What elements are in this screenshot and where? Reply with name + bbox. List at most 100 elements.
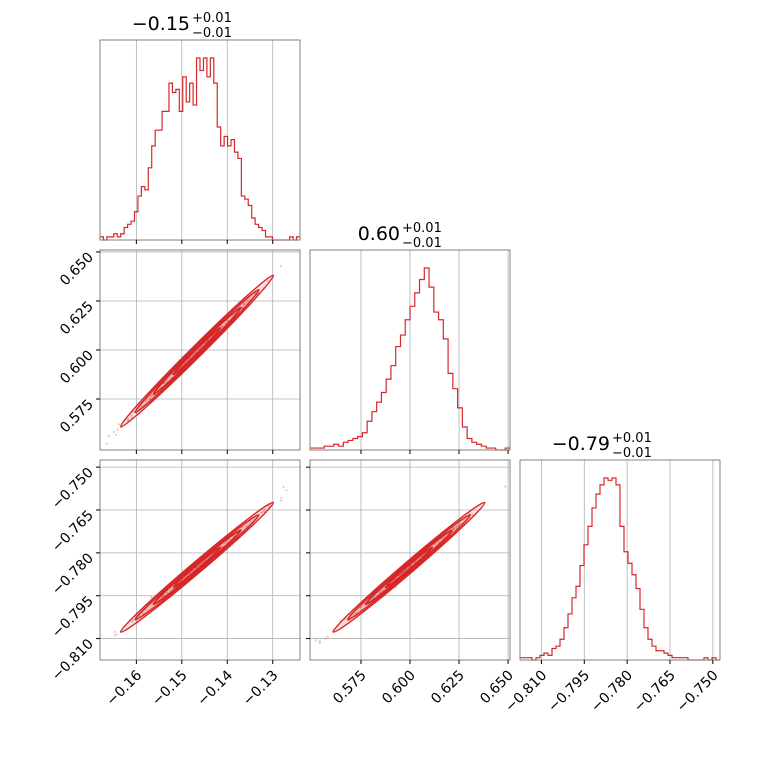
density-contour-3 (364, 529, 454, 606)
histogram-step-line-1 (100, 57, 300, 241)
x-tick-label: 0.575 (330, 668, 370, 708)
scatter-point (249, 520, 252, 523)
panel-frame (519, 459, 721, 661)
panel-title-plus: +0.01 (402, 221, 442, 236)
x-tick-label: −0.765 (631, 668, 679, 716)
density-contour-3 (152, 529, 242, 606)
histogram-panel-1: −0.15 +0.01−0.01 (99, 11, 301, 244)
y-tick-label: −0.780 (49, 550, 97, 598)
scatter-point (126, 419, 129, 422)
y-tick-label: −0.765 (49, 508, 97, 556)
scatter-point (245, 525, 248, 528)
y-tick-label: −0.795 (49, 593, 97, 641)
x-tick-label: −0.15 (149, 668, 191, 710)
scatter-point (127, 417, 130, 420)
density-panel-1-3: −0.16 −0.15 −0.14 −0.13−0.810−0.795−0.780−0… (49, 459, 301, 710)
y-tick-label: 0.625 (57, 298, 97, 338)
panel-title-minus: −0.01 (192, 26, 232, 41)
panel-frame (99, 459, 301, 661)
scatter-point (170, 588, 173, 591)
scatter-point (203, 560, 206, 563)
y-tick-label: −0.810 (49, 636, 97, 684)
scatter-point (145, 399, 148, 402)
scatter-point (452, 528, 455, 531)
scatter-point (148, 397, 151, 400)
scatter-point (115, 433, 118, 436)
density-contour-2 (134, 288, 260, 414)
scatter-point (150, 595, 153, 599)
scatter-point (113, 634, 116, 637)
scatter-point (433, 543, 436, 546)
scatter-point (131, 619, 134, 622)
scatter-point (318, 641, 322, 645)
scatter-point (115, 633, 118, 636)
scatter-point (451, 527, 455, 530)
scatter-point (437, 541, 440, 544)
density-contour-4 (172, 546, 222, 589)
scatter-point (471, 514, 474, 517)
scatter-point (372, 596, 375, 599)
histogram-step-line-2 (310, 267, 510, 451)
x-tick-label: 0.600 (379, 668, 419, 708)
scatter-point (260, 511, 263, 514)
panel-title-plus: +0.01 (612, 431, 652, 446)
scatter-point (117, 423, 120, 426)
scatter-point (116, 428, 119, 431)
scatter-point (130, 414, 133, 417)
scatter-point (452, 527, 455, 530)
scatter-point (241, 306, 244, 309)
density-contour-1 (119, 274, 275, 428)
scatter-point (194, 567, 198, 570)
x-tick-label: −0.780 (588, 668, 636, 716)
scatter-point (380, 590, 383, 593)
scatter-point (243, 301, 246, 304)
scatter-point (457, 524, 460, 527)
x-tick-label: −0.13 (240, 668, 282, 710)
density-contour-2 (346, 513, 472, 621)
scatter-point (264, 508, 267, 511)
scatter-point (130, 416, 133, 419)
scatter-point (456, 524, 459, 528)
density-contour-4 (172, 326, 222, 376)
panel-title-value: 0.60 (358, 223, 400, 245)
x-tick-label: −0.14 (194, 667, 236, 709)
histogram-panel-2: 0.60 +0.01−0.01 (309, 221, 511, 454)
panel-title-plus: +0.01 (192, 11, 232, 26)
scatter-point (455, 525, 458, 528)
y-tick-label: 0.650 (57, 249, 97, 289)
scatter-point (504, 485, 507, 488)
scatter-point (243, 303, 246, 306)
scatter-point (163, 381, 166, 384)
y-tick-label: −0.750 (49, 465, 97, 513)
panel-title-value: −0.15 (132, 13, 190, 35)
panel-frame (99, 39, 301, 241)
x-tick-label: −0.750 (674, 668, 722, 716)
scatter-point (268, 505, 271, 508)
x-tick-label: −0.16 (104, 667, 146, 709)
scatter-point (195, 566, 198, 569)
density-contour-4 (384, 546, 434, 589)
scatter-point (378, 591, 382, 594)
panel-title-value: −0.79 (552, 433, 610, 455)
histogram-panel-3: −0.810−0.795−0.780−0.765−0.750−0.79 +0.01… (502, 431, 721, 715)
scatter-point (245, 299, 248, 303)
density-contour-2 (134, 513, 260, 621)
scatter-point (132, 410, 135, 413)
scatter-point (267, 280, 270, 283)
scatter-point (141, 612, 145, 615)
x-tick-label: −0.795 (545, 668, 593, 716)
y-tick-label: 0.600 (57, 348, 97, 388)
y-tick-label: 0.575 (57, 397, 97, 437)
scatter-point (326, 635, 329, 638)
scatter-point (285, 489, 288, 492)
scatter-point (457, 522, 461, 525)
scatter-point (279, 265, 283, 268)
density-panel-1-2: 0.575 0.600 0.625 0.650 (57, 249, 301, 454)
scatter-point (165, 379, 168, 382)
scatter-point (242, 303, 245, 306)
scatter-point (262, 510, 266, 513)
scatter-point (324, 637, 327, 640)
panel-title-minus: −0.01 (612, 446, 652, 461)
scatter-point (107, 435, 110, 438)
